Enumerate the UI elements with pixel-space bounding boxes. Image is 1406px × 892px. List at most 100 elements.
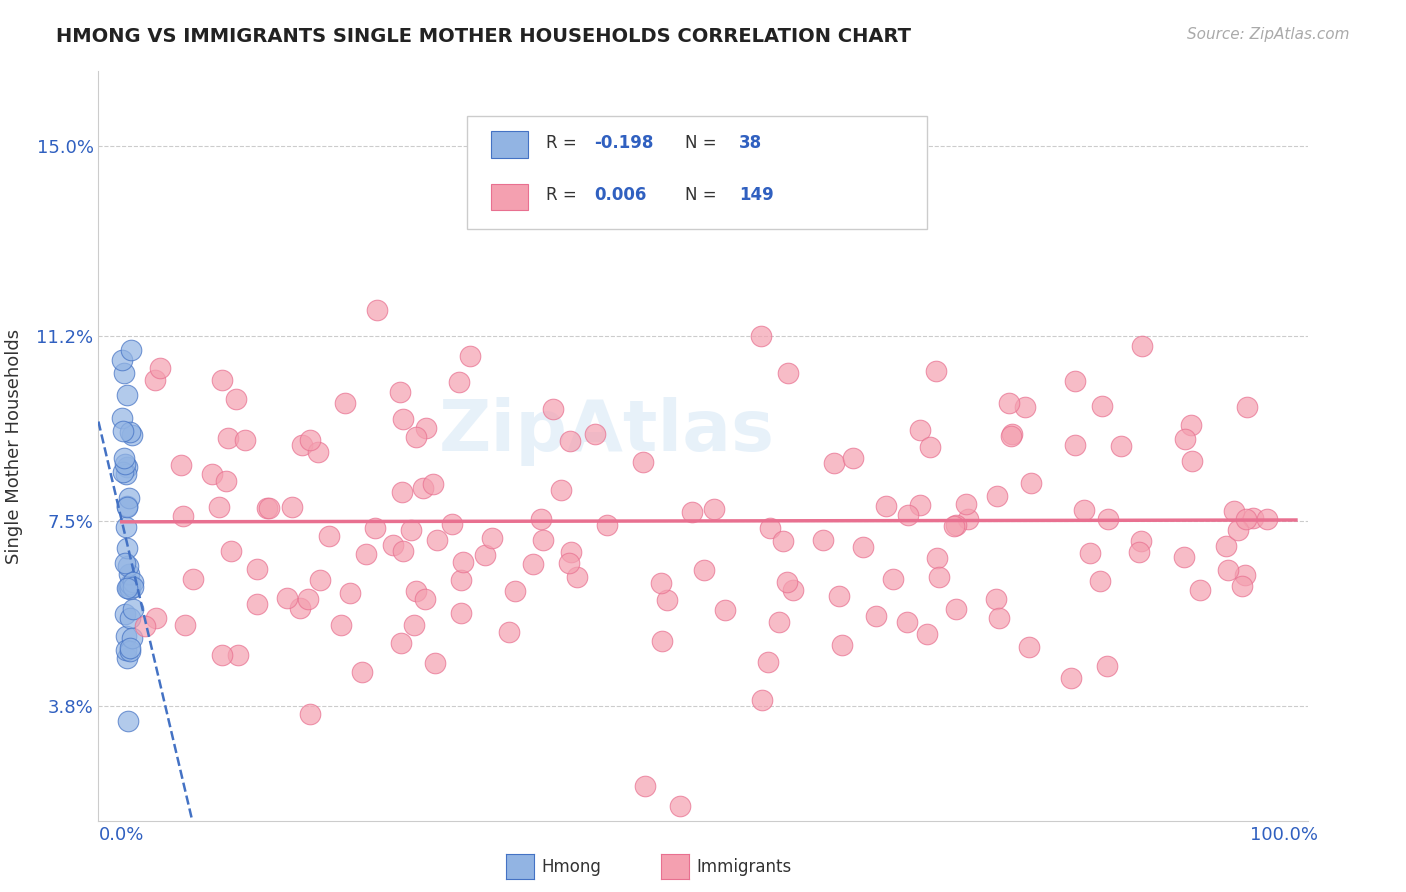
Immigrants xyxy=(945,601,967,615)
Immigrants xyxy=(583,427,606,442)
Text: 0.006: 0.006 xyxy=(595,186,647,204)
Immigrants xyxy=(651,633,673,648)
Immigrants xyxy=(1064,438,1087,452)
Immigrants xyxy=(246,562,269,576)
Immigrants xyxy=(565,570,588,584)
Hmong xyxy=(111,411,134,425)
Hmong xyxy=(114,458,136,472)
Immigrants xyxy=(503,584,526,599)
Immigrants xyxy=(560,545,582,559)
Immigrants xyxy=(481,531,503,545)
Immigrants xyxy=(172,508,194,523)
Immigrants xyxy=(290,601,312,615)
Immigrants xyxy=(875,500,897,514)
Hmong xyxy=(121,428,143,442)
Hmong xyxy=(120,641,142,656)
Text: Immigrants: Immigrants xyxy=(696,858,792,876)
Immigrants xyxy=(225,392,247,406)
Immigrants xyxy=(1226,523,1249,537)
Immigrants xyxy=(276,591,298,605)
Immigrants xyxy=(356,547,378,561)
Immigrants xyxy=(413,592,436,607)
Immigrants xyxy=(908,423,931,437)
Immigrants xyxy=(1111,439,1133,453)
Immigrants xyxy=(200,467,222,481)
Immigrants xyxy=(681,505,703,519)
Immigrants xyxy=(281,500,304,514)
Immigrants xyxy=(522,557,544,571)
Immigrants xyxy=(1000,426,1022,441)
Hmong xyxy=(118,611,141,625)
Immigrants xyxy=(842,450,865,465)
Immigrants xyxy=(389,385,412,400)
Immigrants xyxy=(352,665,374,680)
Immigrants xyxy=(1128,545,1150,559)
Text: Hmong: Hmong xyxy=(541,858,602,876)
Immigrants xyxy=(235,434,257,448)
Hmong xyxy=(115,460,138,475)
Hmong xyxy=(117,714,139,728)
Immigrants xyxy=(758,520,780,534)
Bar xyxy=(492,131,527,158)
Immigrants xyxy=(749,329,772,343)
Immigrants xyxy=(945,517,967,532)
Immigrants xyxy=(392,543,415,558)
Immigrants xyxy=(460,349,482,363)
Hmong xyxy=(120,577,142,591)
FancyBboxPatch shape xyxy=(467,116,927,228)
Immigrants xyxy=(533,533,555,548)
Immigrants xyxy=(650,576,672,591)
Immigrants xyxy=(558,556,581,570)
Immigrants xyxy=(1129,533,1152,548)
Immigrants xyxy=(1019,476,1042,491)
Hmong xyxy=(121,631,143,645)
Immigrants xyxy=(1215,540,1237,554)
Hmong xyxy=(118,644,141,658)
Immigrants xyxy=(405,430,427,444)
Immigrants xyxy=(776,366,799,380)
Immigrants xyxy=(382,538,405,552)
Immigrants xyxy=(1060,671,1083,685)
Immigrants xyxy=(450,607,472,621)
Immigrants xyxy=(987,611,1010,625)
Immigrants xyxy=(363,521,385,535)
Immigrants xyxy=(1073,503,1095,517)
Immigrants xyxy=(440,517,463,532)
Immigrants xyxy=(928,570,950,584)
Immigrants xyxy=(1014,400,1036,414)
Immigrants xyxy=(1000,429,1022,443)
Immigrants xyxy=(1130,339,1153,353)
Bar xyxy=(492,184,527,210)
Hmong xyxy=(117,500,139,514)
Hmong xyxy=(121,602,143,616)
Immigrants xyxy=(453,555,475,569)
Immigrants xyxy=(1256,511,1278,525)
Immigrants xyxy=(1234,567,1257,582)
Hmong xyxy=(115,388,138,402)
Immigrants xyxy=(318,529,340,543)
Immigrants xyxy=(298,433,321,447)
Immigrants xyxy=(751,693,773,707)
Immigrants xyxy=(226,648,249,663)
Hmong xyxy=(112,366,135,380)
Immigrants xyxy=(782,582,804,597)
Immigrants xyxy=(208,500,231,514)
Immigrants xyxy=(1078,546,1101,560)
Hmong xyxy=(122,574,145,589)
Immigrants xyxy=(498,624,520,639)
Immigrants xyxy=(333,395,356,409)
Immigrants xyxy=(1232,579,1254,593)
Immigrants xyxy=(1241,510,1264,524)
Immigrants xyxy=(955,497,977,511)
Hmong xyxy=(115,467,138,481)
Immigrants xyxy=(908,498,931,512)
Hmong xyxy=(117,581,139,595)
Immigrants xyxy=(219,544,242,558)
Immigrants xyxy=(149,360,172,375)
Y-axis label: Single Mother Households: Single Mother Households xyxy=(4,328,22,564)
Text: N =: N = xyxy=(685,134,721,152)
Immigrants xyxy=(291,438,314,452)
Immigrants xyxy=(308,574,330,588)
Immigrants xyxy=(211,648,233,662)
Immigrants xyxy=(329,618,352,632)
